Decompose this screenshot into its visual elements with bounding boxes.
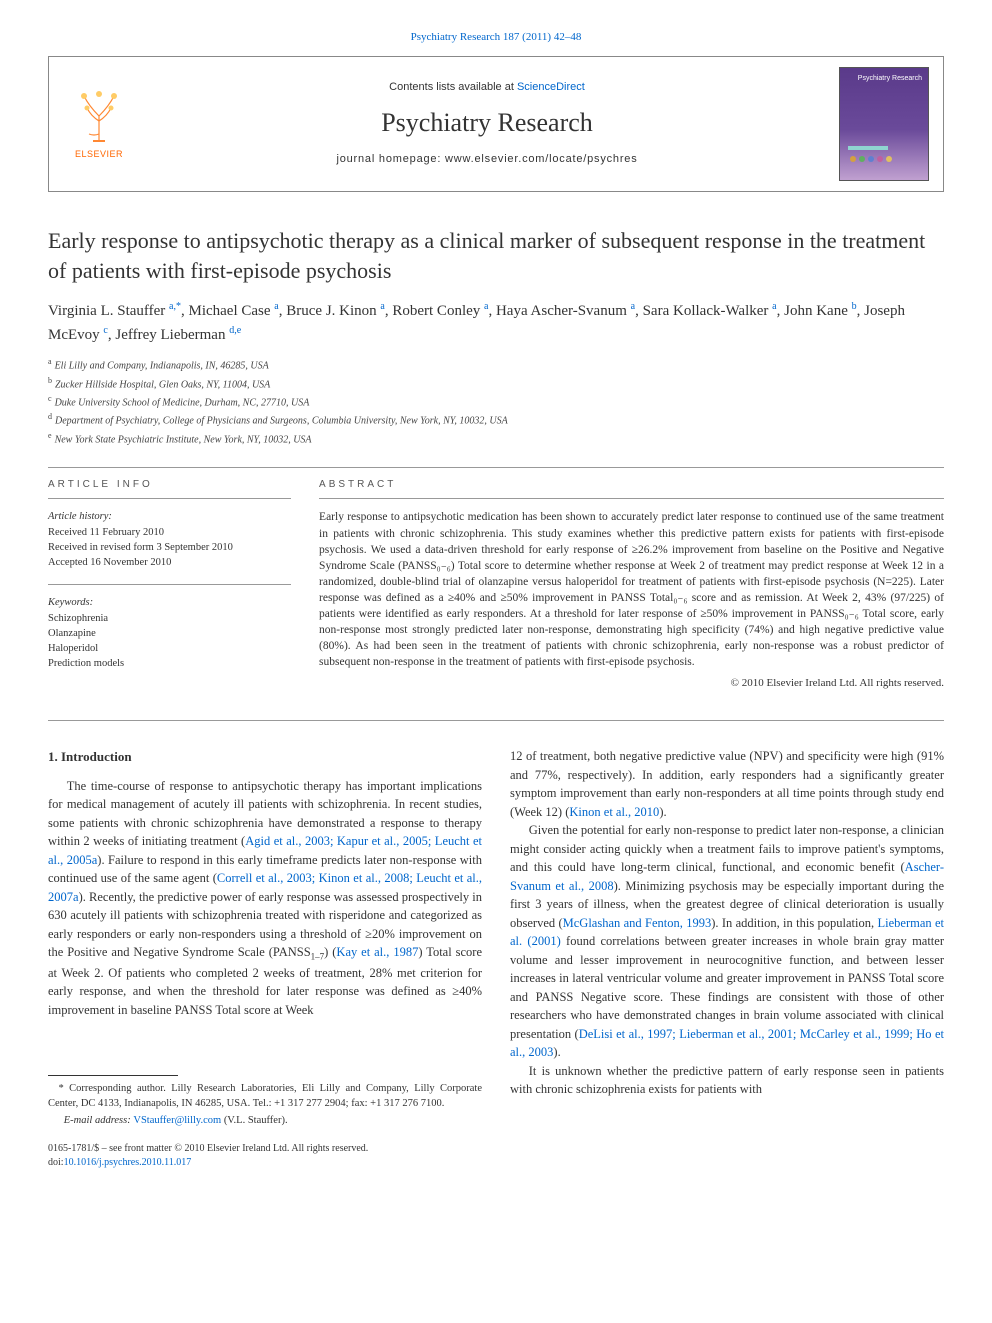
keywords-label: Keywords: [48, 595, 291, 610]
authors-list: Virginia L. Stauffer a,*, Michael Case a… [48, 299, 944, 346]
email-suffix: (V.L. Stauffer). [221, 1115, 287, 1126]
cover-bar [848, 146, 888, 150]
page-header-citation: Psychiatry Research 187 (2011) 42–48 [48, 30, 944, 46]
divider [319, 498, 944, 499]
history-line: Received 11 February 2010 [48, 525, 291, 540]
publisher-name: ELSEVIER [75, 148, 123, 161]
keyword: Haloperidol [48, 641, 291, 656]
abstract-copyright: © 2010 Elsevier Ireland Ltd. All rights … [319, 676, 944, 692]
journal-cover-thumb: Psychiatry Research [839, 67, 929, 181]
article-info-column: ARTICLE INFO Article history: Received 1… [48, 478, 291, 692]
affiliation-line: aEli Lilly and Company, Indianapolis, IN… [48, 356, 944, 373]
divider [48, 584, 291, 585]
affiliation-line: dDepartment of Psychiatry, College of Ph… [48, 411, 944, 428]
affiliation-line: cDuke University School of Medicine, Dur… [48, 393, 944, 410]
abstract-column: ABSTRACT Early response to antipsychotic… [319, 478, 944, 692]
keyword: Schizophrenia [48, 611, 291, 626]
journal-header-box: ELSEVIER Contents lists available at Sci… [48, 56, 944, 192]
header-center: Contents lists available at ScienceDirec… [151, 80, 823, 168]
keyword: Olanzapine [48, 626, 291, 641]
keyword: Prediction models [48, 656, 291, 671]
front-matter-line: 0165-1781/$ – see front matter © 2010 El… [48, 1142, 482, 1156]
intro-paragraph-1: The time-course of response to antipsych… [48, 777, 482, 1020]
affiliation-line: bZucker Hillside Hospital, Glen Oaks, NY… [48, 375, 944, 392]
journal-citation-link[interactable]: Psychiatry Research 187 (2011) 42–48 [411, 31, 582, 43]
article-title: Early response to antipsychotic therapy … [48, 226, 944, 285]
divider [48, 720, 944, 721]
email-link[interactable]: VStauffer@lilly.com [133, 1115, 221, 1126]
sciencedirect-link[interactable]: ScienceDirect [517, 81, 585, 93]
elsevier-tree-icon [69, 86, 129, 146]
article-info-row: ARTICLE INFO Article history: Received 1… [48, 478, 944, 692]
divider [48, 498, 291, 499]
history-line: Accepted 16 November 2010 [48, 555, 291, 570]
section-heading-intro: 1. Introduction [48, 747, 482, 766]
footnote-separator [48, 1075, 178, 1076]
footnotes: * Corresponding author. Lilly Research L… [48, 1082, 482, 1128]
article-history: Article history: Received 11 February 20… [48, 509, 291, 570]
keywords-block: Keywords: SchizophreniaOlanzapineHaloper… [48, 595, 291, 671]
history-line: Received in revised form 3 September 201… [48, 540, 291, 555]
intro-paragraph-3: Given the potential for early non-respon… [510, 821, 944, 1062]
abstract-text: Early response to antipsychotic medicati… [319, 509, 944, 670]
affiliations: aEli Lilly and Company, Indianapolis, IN… [48, 356, 944, 447]
journal-name: Psychiatry Research [151, 104, 823, 142]
corresponding-author-note: * Corresponding author. Lilly Research L… [48, 1082, 482, 1111]
publisher-logo: ELSEVIER [63, 84, 135, 164]
abstract-heading: ABSTRACT [319, 478, 944, 493]
affiliation-line: eNew York State Psychiatric Institute, N… [48, 430, 944, 447]
contents-prefix: Contents lists available at [389, 81, 517, 93]
article-info-heading: ARTICLE INFO [48, 478, 291, 493]
history-label: Article history: [48, 509, 291, 524]
email-label: E-mail address: [64, 1115, 134, 1126]
intro-paragraph-4: It is unknown whether the predictive pat… [510, 1062, 944, 1099]
cover-dots [850, 156, 892, 162]
footer-meta: 0165-1781/$ – see front matter © 2010 El… [48, 1142, 482, 1170]
doi-prefix: doi: [48, 1157, 64, 1168]
homepage-url: www.elsevier.com/locate/psychres [445, 153, 638, 165]
doi-link[interactable]: 10.1016/j.psychres.2010.11.017 [64, 1157, 192, 1168]
homepage-prefix: journal homepage: [336, 153, 445, 165]
cover-thumb-title: Psychiatry Research [858, 74, 922, 84]
divider [48, 467, 944, 468]
intro-paragraph-2: 12 of treatment, both negative predictiv… [510, 747, 944, 821]
body-two-columns: 1. Introduction The time-course of respo… [48, 747, 944, 1170]
